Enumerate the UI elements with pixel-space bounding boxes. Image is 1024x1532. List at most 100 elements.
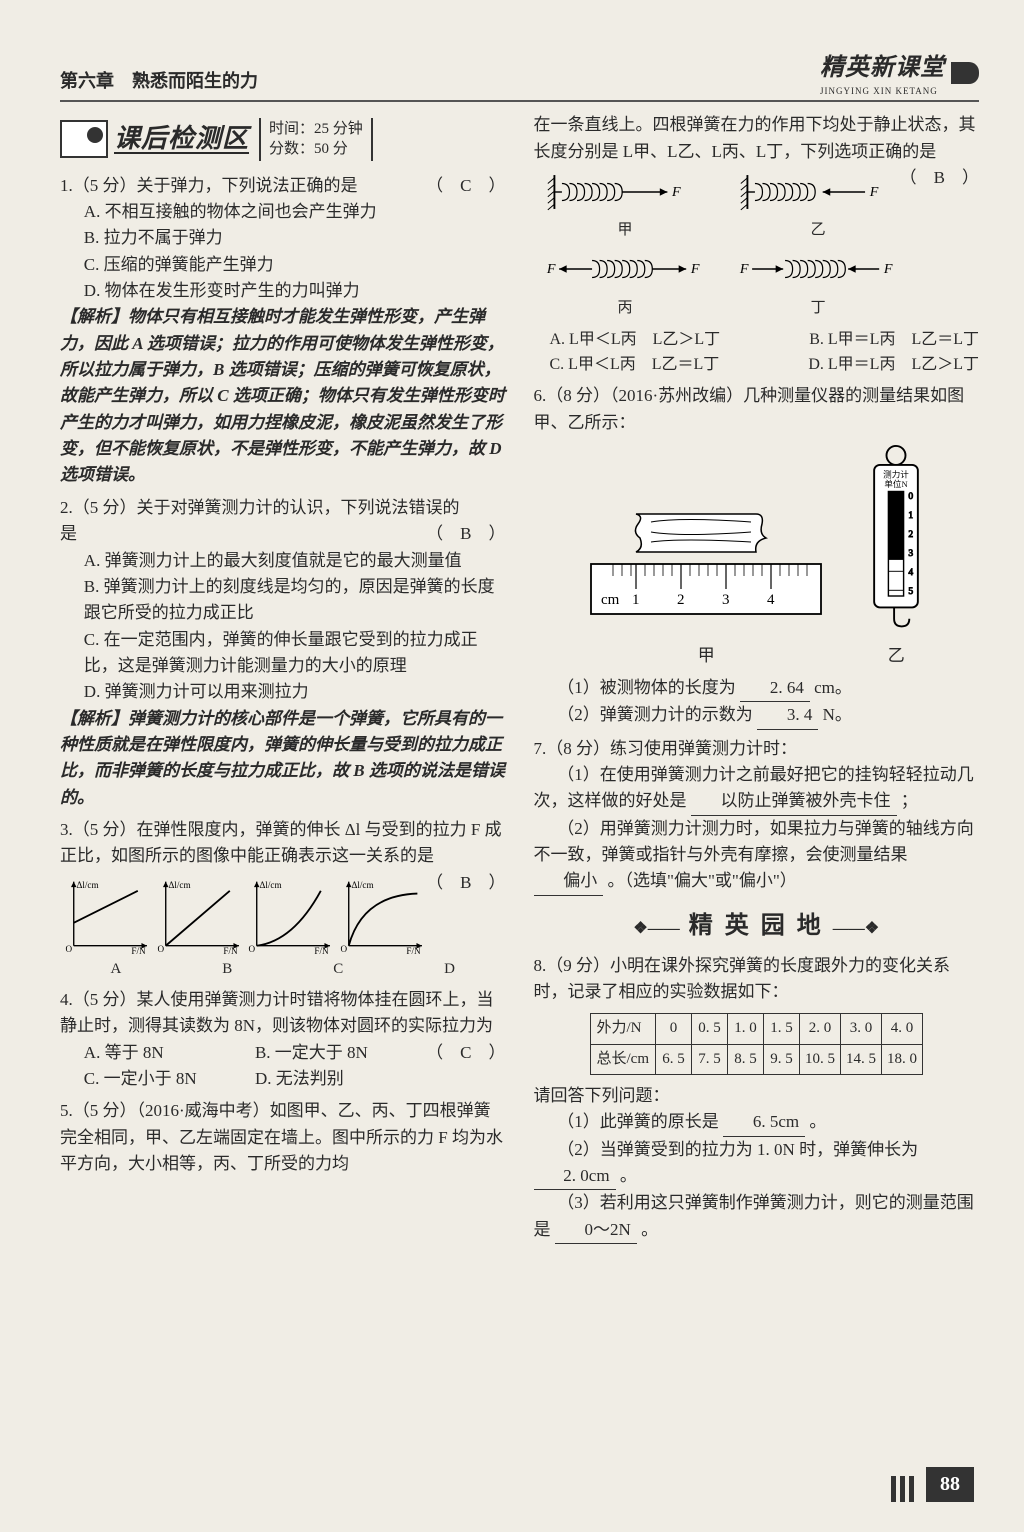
q4-answer: （ C ） [426, 1040, 505, 1066]
question-7: 7.（8 分）练习使用弹簧测力计时： （1）在使用弹簧测力计之前最好把它的挂钩轻… [534, 736, 980, 896]
q6-u1: cm。 [814, 678, 852, 697]
r1c5: 3. 0 [841, 1014, 882, 1044]
q6-u2: N。 [823, 705, 852, 724]
svg-text:测力计: 测力计 [883, 468, 909, 479]
r1c1: 0. 5 [692, 1014, 728, 1044]
r2c4: 10. 5 [800, 1044, 841, 1074]
spring-bing-label: 丙 [544, 297, 707, 320]
q4-opt-a: A. 等于 8N [84, 1040, 255, 1066]
q8-a3: 0～2N [555, 1217, 637, 1244]
row1-header: 外力/N [590, 1014, 656, 1044]
svg-text:F/N: F/N [223, 946, 238, 956]
q8-a1: 6. 5cm [723, 1109, 805, 1136]
svg-text:1: 1 [632, 592, 640, 608]
q3-graphs: Δl/cmF/NO Δl/cmF/NO Δl/cmF/NO Δl [60, 876, 426, 956]
section-meta: 时间：25 分钟 分数：50 分 [259, 118, 373, 161]
q2-answer: （ B ） [426, 521, 505, 547]
svg-text:cm: cm [601, 592, 620, 608]
q8-stem: 8.（9 分）小明在课外探究弹簧的长度跟外力的变化关系时，记录了相应的实验数据如… [534, 953, 980, 1006]
svg-text:F: F [690, 261, 700, 277]
svg-text:O: O [157, 944, 164, 954]
svg-text:单位N: 单位N [885, 478, 908, 489]
question-3: 3.（5 分）在弹性限度内，弹簧的伸长 Δl 与受到的拉力 F 成正比，如图所示… [60, 817, 506, 981]
svg-text:F: F [883, 261, 893, 277]
q1-opt-a: A. 不相互接触的物体之间也会产生弹力 [84, 199, 506, 225]
r1c4: 2. 0 [800, 1014, 841, 1044]
svg-text:O: O [340, 944, 347, 954]
q5-opt-b: B. L甲＝L丙 L乙＝L丁 [809, 328, 979, 353]
section-title: 课后检测区 [114, 119, 249, 159]
q8-p1b: 。 [809, 1112, 826, 1131]
svg-text:F/N: F/N [131, 946, 146, 956]
svg-text:Δl/cm: Δl/cm [351, 880, 373, 890]
svg-text:0: 0 [909, 492, 914, 502]
spring-ding: F F [738, 248, 898, 290]
question-5-cont: 在一条直线上。四根弹簧在力的作用下均处于静止状态，其长度分别是 L甲、L乙、L丙… [534, 112, 980, 377]
spring-jia-label: 甲 [544, 219, 707, 242]
q3-stem: 3.（5 分）在弹性限度内，弹簧的伸长 Δl 与受到的拉力 F 成正比，如图所示… [60, 820, 502, 865]
q1-explain: 【解析】物体只有相互接触时才能发生弹性形变，产生弹力，因此 A 选项错误；拉力的… [60, 304, 506, 488]
question-1: 1.（5 分）关于弹力，下列说法正确的是 （ C ） A. 不相互接触的物体之间… [60, 173, 506, 489]
q6-stem: 6.（8 分）（2016·苏州改编）几种测量仪器的测量结果如图甲、乙所示： [534, 383, 980, 436]
svg-text:4: 4 [909, 568, 914, 578]
q2-opt-b: B. 弹簧测力计上的刻度线是均匀的，原因是弹簧的长度跟它所受的拉力成正比 [84, 574, 506, 627]
q1-opt-b: B. 拉力不属于弹力 [84, 225, 506, 251]
q8-table: 外力/N 0 0. 5 1. 0 1. 5 2. 0 3. 0 4. 0 总长/… [590, 1013, 924, 1075]
svg-text:1: 1 [909, 511, 914, 521]
q8-after: 请回答下列问题： [534, 1083, 980, 1109]
svg-text:F: F [671, 184, 681, 200]
section-banner: 课后检测区 时间：25 分钟 分数：50 分 [60, 118, 506, 161]
svg-text:Δl/cm: Δl/cm [260, 880, 282, 890]
q3-lbl-d: D [444, 958, 455, 981]
q7-p1b: ； [901, 791, 918, 810]
garden-title: 精 英 园 地 [689, 913, 824, 939]
q2-opt-a: A. 弹簧测力计上的最大刻度值就是它的最大测量值 [84, 548, 506, 574]
svg-text:Δl/cm: Δl/cm [76, 880, 98, 890]
q5-stem-a: 5.（5 分）（2016·威海中考）如图甲、乙、丙、丁四根弹簧完全相同，甲、乙左… [60, 1098, 506, 1177]
q4-opt-d: D. 无法判别 [255, 1066, 426, 1092]
q6-p2: （2）弹簧测力计的示数为 [557, 705, 753, 724]
page-number: 88 [926, 1467, 974, 1502]
brand-block: 精英新课堂 JINGYING XIN KETANG [820, 50, 979, 96]
svg-text:3: 3 [722, 592, 730, 608]
graph-d: Δl/cmF/NO [335, 876, 427, 956]
r2c3: 9. 5 [764, 1044, 800, 1074]
camera-icon [60, 120, 108, 158]
svg-text:2: 2 [677, 592, 685, 608]
question-6: 6.（8 分）（2016·苏州改编）几种测量仪器的测量结果如图甲、乙所示： [534, 383, 980, 729]
r2c0: 6. 5 [656, 1044, 692, 1074]
spring-ding-label: 丁 [737, 297, 900, 320]
q1-opt-d: D. 物体在发生形变时产生的力叫弹力 [84, 278, 506, 304]
r1c6: 4. 0 [882, 1014, 923, 1044]
spring-jia: F [545, 171, 705, 213]
spring-yi: F [738, 171, 898, 213]
garden-banner: ❖—— 精 英 园 地 ——❖ [534, 908, 980, 945]
spring-bing: F F [545, 248, 705, 290]
q8-p1: （1）此弹簧的原长是 [557, 1112, 719, 1131]
r2c1: 7. 5 [692, 1044, 728, 1074]
q2-stem-1: 2.（5 分）关于对弹簧测力计的认识，下列说法错误的 [60, 495, 506, 521]
graph-b: Δl/cmF/NO [152, 876, 244, 956]
row2-header: 总长/cm [590, 1044, 656, 1074]
question-5-top: 5.（5 分）（2016·威海中考）如图甲、乙、丙、丁四根弹簧完全相同，甲、乙左… [60, 1098, 506, 1177]
spring-yi-label: 乙 [737, 219, 900, 242]
q1-stem: 1.（5 分）关于弹力，下列说法正确的是 [60, 176, 358, 195]
question-4: 4.（5 分）某人使用弹簧测力计时错将物体挂在圆环上，当静止时，测得其读数为 8… [60, 987, 506, 1092]
svg-text:2: 2 [909, 530, 914, 540]
q5-opt-d: D. L甲＝L丙 L乙＞L丁 [808, 353, 979, 378]
garden-right-deco: ——❖ [833, 920, 879, 937]
svg-text:F/N: F/N [314, 946, 329, 956]
q2-stem-2: 是 [60, 524, 77, 543]
q6-a1: 2. 64 [740, 675, 810, 702]
q3-lbl-b: B [222, 958, 232, 981]
page-stripes-icon [891, 1476, 914, 1502]
score-limit: 分数：50 分 [269, 139, 363, 159]
q6-p1: （1）被测物体的长度为 [557, 678, 736, 697]
q6-a2: 3. 4 [757, 702, 818, 729]
garden-left-deco: ❖—— [633, 920, 679, 937]
q5-answer: （ B ） [900, 165, 979, 191]
graph-c: Δl/cmF/NO [243, 876, 335, 956]
q3-lbl-c: C [333, 958, 343, 981]
q3-answer: （ B ） [426, 870, 505, 896]
q2-opt-c: C. 在一定范围内，弹簧的伸长量跟它受到的拉力成正比，这是弹簧测力计能测量力的大… [84, 627, 506, 680]
